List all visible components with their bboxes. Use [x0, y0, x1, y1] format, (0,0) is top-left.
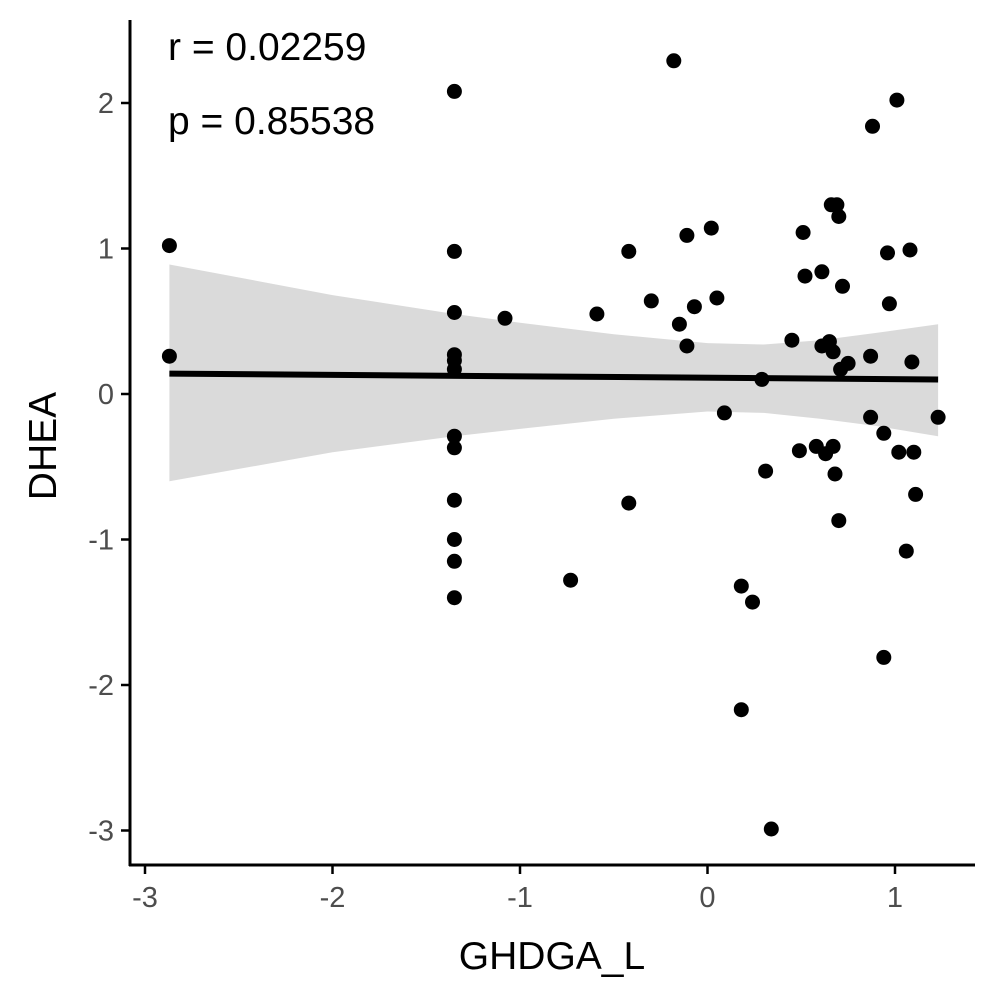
- x-tick-label: -3: [132, 882, 158, 914]
- data-point: [446, 428, 462, 444]
- data-point: [831, 209, 847, 224]
- data-point: [880, 245, 895, 261]
- data-point: [643, 293, 659, 309]
- p-value-annotation: p = 0.85538: [168, 100, 375, 143]
- data-point: [671, 316, 687, 332]
- data-point: [825, 344, 841, 360]
- data-point: [758, 463, 774, 479]
- data-point: [686, 299, 702, 315]
- data-point: [161, 348, 177, 364]
- data-point: [891, 444, 907, 460]
- data-point: [589, 306, 605, 322]
- correlation-annotation: r = 0.02259: [168, 26, 366, 69]
- data-point: [679, 227, 695, 243]
- data-point: [161, 238, 177, 254]
- data-point: [906, 444, 922, 460]
- data-point: [876, 425, 892, 441]
- data-point: [825, 438, 841, 454]
- data-point: [795, 225, 811, 240]
- data-point: [666, 53, 682, 69]
- x-tick-label: 0: [699, 882, 715, 914]
- confidence-band-layer: [169, 264, 939, 482]
- data-point: [898, 543, 914, 559]
- data-point: [829, 197, 845, 213]
- data-point: [563, 572, 579, 588]
- data-point: [831, 513, 847, 529]
- data-point: [703, 220, 719, 236]
- data-point: [835, 278, 850, 294]
- data-point: [865, 118, 880, 134]
- data-point: [446, 492, 462, 508]
- data-point: [814, 264, 830, 280]
- x-tick-label: 1: [887, 882, 903, 914]
- data-point: [904, 354, 920, 370]
- x-axis-title: GHDGA_L: [459, 935, 645, 978]
- regression-line: [169, 370, 939, 383]
- data-point: [908, 486, 924, 502]
- data-point: [863, 409, 879, 425]
- data-point: [827, 466, 843, 482]
- data-point: [621, 495, 637, 511]
- data-point: [876, 649, 892, 665]
- data-point: [881, 296, 897, 312]
- x-tick-label: -2: [320, 882, 346, 914]
- data-point: [763, 821, 779, 837]
- data-point: [446, 83, 462, 99]
- y-tick-label: 0: [98, 379, 114, 411]
- data-point: [497, 310, 513, 326]
- data-point: [902, 242, 918, 258]
- data-points-layer: [161, 53, 946, 837]
- y-axis-title: DHEA: [22, 392, 65, 500]
- y-tick-label: 2: [98, 88, 114, 120]
- data-point: [797, 268, 813, 284]
- data-point: [716, 405, 732, 421]
- x-tick-label: -1: [507, 882, 533, 914]
- data-point: [446, 243, 462, 259]
- data-point: [733, 578, 749, 594]
- data-point: [446, 553, 462, 569]
- data-point: [863, 348, 879, 364]
- data-point: [791, 443, 807, 459]
- data-point: [840, 355, 856, 371]
- axes: -3 -2 -1 0 1 -3 -2 -1 0 1 2: [88, 20, 975, 914]
- y-tick-label: -2: [88, 670, 114, 702]
- fit-line-layer: [169, 370, 939, 383]
- data-point: [679, 338, 695, 354]
- data-point: [446, 532, 462, 547]
- y-tick-label: 1: [98, 234, 114, 266]
- data-point: [709, 290, 725, 306]
- data-point: [889, 92, 905, 108]
- data-point: [733, 702, 749, 718]
- data-point: [621, 243, 637, 259]
- confidence-band: [169, 264, 939, 482]
- data-point: [446, 305, 462, 320]
- y-tick-label: -3: [88, 816, 114, 848]
- y-tick-label: -1: [88, 525, 114, 557]
- chart-text: r = 0.02259 p = 0.85538 GHDGA_L DHEA: [22, 26, 645, 978]
- data-point: [446, 590, 462, 606]
- data-point: [745, 594, 760, 610]
- data-point: [446, 440, 462, 456]
- data-point: [930, 409, 946, 425]
- data-point: [784, 332, 800, 348]
